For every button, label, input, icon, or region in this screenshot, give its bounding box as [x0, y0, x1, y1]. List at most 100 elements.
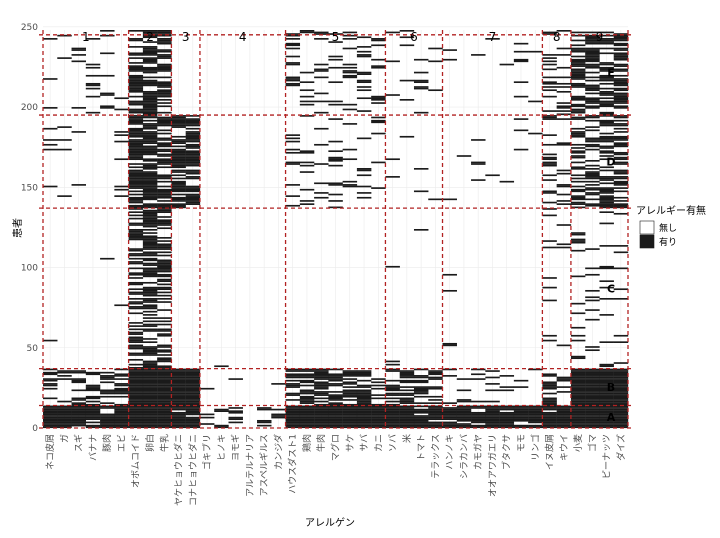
heatmap-cell: [299, 370, 315, 372]
heatmap-cell: [171, 116, 186, 119]
heatmap-cell: [399, 394, 415, 396]
heatmap-cell: [342, 410, 358, 413]
heatmap-cell: [570, 174, 586, 177]
heatmap-cell: [185, 384, 201, 387]
heatmap-cell: [613, 145, 629, 148]
x-tick-label: サバ: [359, 434, 370, 452]
heatmap-cell: [128, 57, 144, 59]
heatmap-cell: [185, 188, 201, 191]
heatmap-cell: [599, 413, 614, 416]
heatmap-cell: [528, 421, 543, 424]
heatmap-cell: [157, 346, 172, 348]
heatmap-cell: [413, 419, 429, 422]
heatmap-cell: [85, 405, 101, 408]
heatmap-cell: [142, 257, 158, 260]
heatmap-cell: [128, 386, 144, 388]
heatmap-cell: [85, 384, 101, 387]
heatmap-cell: [128, 395, 144, 398]
heatmap-cell: [128, 408, 144, 411]
heatmap-cell: [299, 389, 315, 392]
heatmap-cell: [142, 293, 158, 295]
heatmap-cell: [542, 426, 557, 429]
heatmap-cell: [570, 302, 586, 305]
heatmap-cell: [542, 375, 557, 377]
heatmap-cell: [57, 421, 72, 424]
heatmap-cell: [542, 54, 557, 56]
heatmap-cell: [85, 416, 101, 419]
heatmap-cell: [356, 81, 372, 84]
heatmap-cell: [85, 410, 101, 413]
heatmap-cell: [285, 411, 301, 414]
heatmap-cell: [513, 426, 529, 429]
heatmap-cell: [157, 418, 172, 421]
heatmap-cell: [428, 371, 443, 374]
heatmap-cell: [142, 184, 158, 186]
heatmap-cell: [142, 46, 158, 48]
heatmap-cell: [128, 82, 144, 85]
heatmap-cell: [599, 79, 614, 82]
heatmap-cell: [342, 413, 358, 416]
heatmap-cell: [599, 39, 614, 42]
heatmap-cell: [471, 419, 486, 422]
heatmap-cell: [599, 365, 614, 368]
heatmap-cell: [613, 371, 629, 374]
heatmap-cell: [185, 190, 201, 193]
heatmap-cell: [299, 400, 315, 403]
heatmap-cell: [570, 116, 586, 119]
heatmap-cell: [299, 410, 315, 413]
heatmap-cell: [613, 408, 629, 411]
heatmap-cell: [157, 354, 172, 356]
heatmap-cell: [100, 371, 115, 374]
heatmap-cell: [171, 135, 186, 138]
heatmap-cell: [599, 198, 614, 201]
heatmap-cell: [528, 416, 543, 419]
heatmap-cell: [613, 204, 629, 207]
heatmap-cell: [356, 389, 372, 392]
heatmap-cell: [585, 379, 600, 382]
heatmap-cell: [43, 78, 58, 80]
heatmap-cell: [456, 415, 472, 417]
heatmap-cell: [257, 408, 272, 411]
x-tick-label: 卵白: [144, 434, 156, 452]
heatmap-cell: [142, 403, 158, 406]
heatmap-cell: [171, 166, 186, 169]
heatmap-cell: [157, 240, 172, 242]
heatmap-cell: [57, 423, 72, 425]
heatmap-cell: [613, 81, 629, 84]
heatmap-cell: [542, 161, 557, 164]
heatmap-cell: [356, 413, 372, 416]
heatmap-cell: [471, 400, 486, 403]
heatmap-cell: [513, 95, 529, 98]
heatmap-cell: [157, 384, 172, 387]
heatmap-cell: [314, 100, 329, 103]
heatmap-cell: [85, 397, 101, 400]
heatmap-cell: [299, 203, 315, 205]
heatmap-cell: [157, 416, 172, 419]
heatmap-cell: [513, 410, 529, 413]
heatmap-cell: [185, 395, 201, 398]
heatmap-cell: [100, 391, 115, 393]
x-tick-label: モモ: [517, 434, 527, 452]
heatmap-cell: [385, 384, 400, 387]
heatmap-cell: [428, 421, 443, 424]
heatmap-cell: [428, 373, 443, 376]
heatmap-cell: [356, 402, 372, 404]
heatmap-cell: [142, 211, 158, 214]
heatmap-cell: [599, 102, 614, 104]
heatmap-cell: [214, 424, 229, 427]
heatmap-cell: [570, 168, 586, 170]
heatmap-cell: [71, 397, 87, 400]
heatmap-cell: [570, 177, 586, 180]
heatmap-cell: [128, 416, 144, 419]
heatmap-cell: [142, 113, 158, 116]
heatmap-cell: [599, 188, 614, 191]
heatmap-cell: [142, 224, 158, 226]
heatmap-cell: [157, 408, 172, 411]
heatmap-cell: [585, 115, 600, 117]
heatmap-cell: [371, 397, 386, 400]
heatmap-cell: [128, 208, 144, 210]
x-tick-label: リンゴ: [529, 434, 541, 461]
heatmap-cell: [513, 50, 529, 53]
heatmap-cell: [185, 389, 201, 392]
heatmap-cell: [157, 55, 172, 58]
